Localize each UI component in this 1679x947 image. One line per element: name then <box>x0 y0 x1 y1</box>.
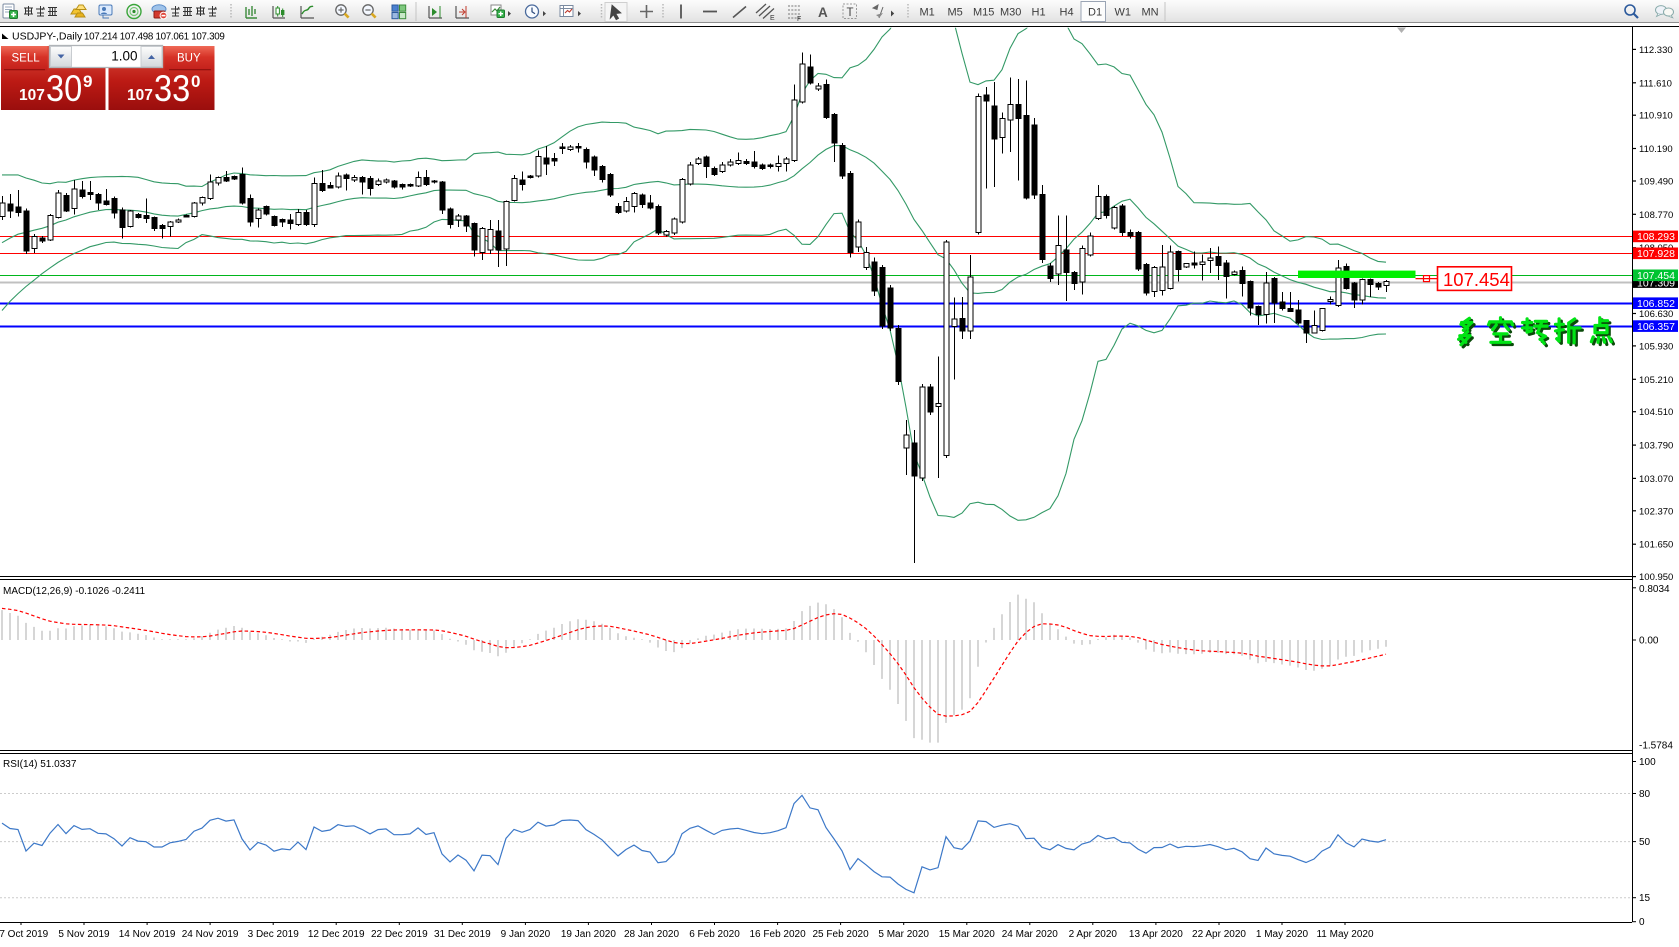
svg-text:107.454: 107.454 <box>1443 269 1510 290</box>
svg-text:108.770: 108.770 <box>1639 210 1673 221</box>
svg-text:22 Dec 2019: 22 Dec 2019 <box>371 929 428 940</box>
svg-text:19 Jan 2020: 19 Jan 2020 <box>561 929 616 940</box>
svg-text:101.650: 101.650 <box>1639 540 1673 551</box>
svg-text:9: 9 <box>83 72 92 91</box>
svg-text:MACD(12,26,9) -0.1026 -0.2411: MACD(12,26,9) -0.1026 -0.2411 <box>3 586 146 597</box>
svg-text:5 Mar 2020: 5 Mar 2020 <box>878 929 929 940</box>
svg-text:0.8034: 0.8034 <box>1639 584 1670 595</box>
svg-text:107: 107 <box>19 87 45 104</box>
svg-text:103.070: 103.070 <box>1639 474 1673 485</box>
svg-text:106.630: 106.630 <box>1639 309 1673 320</box>
svg-text:W1: W1 <box>1115 7 1132 19</box>
svg-text:SELL: SELL <box>12 53 41 65</box>
svg-text:100.950: 100.950 <box>1639 572 1673 583</box>
svg-text:107: 107 <box>127 87 153 104</box>
svg-text:0: 0 <box>1639 917 1645 928</box>
svg-text:T: T <box>847 7 854 19</box>
svg-text:5 Nov 2019: 5 Nov 2019 <box>58 929 110 940</box>
svg-text:2 Apr 2020: 2 Apr 2020 <box>1069 929 1118 940</box>
svg-text:9 Jan 2020: 9 Jan 2020 <box>501 929 551 940</box>
svg-text:50: 50 <box>1639 837 1651 848</box>
svg-text:102.370: 102.370 <box>1639 506 1673 517</box>
svg-text:107.928: 107.928 <box>1637 248 1675 260</box>
svg-text:80: 80 <box>1639 789 1651 800</box>
svg-text:A: A <box>818 5 828 20</box>
svg-text:22 Apr 2020: 22 Apr 2020 <box>1192 929 1246 940</box>
svg-text:H1: H1 <box>1032 7 1046 19</box>
svg-text:15: 15 <box>1639 893 1651 904</box>
svg-text:15 Mar 2020: 15 Mar 2020 <box>939 929 996 940</box>
svg-text:30: 30 <box>46 68 82 109</box>
svg-text:106.852: 106.852 <box>1637 298 1675 310</box>
svg-text:109.490: 109.490 <box>1639 177 1673 188</box>
svg-text:M5: M5 <box>948 7 963 19</box>
svg-text:0: 0 <box>191 72 200 91</box>
svg-text:106.357: 106.357 <box>1637 321 1675 333</box>
svg-text:0.00: 0.00 <box>1639 636 1659 647</box>
svg-text:USDJPY-,Daily: USDJPY-,Daily <box>12 31 83 43</box>
svg-text:12 Dec 2019: 12 Dec 2019 <box>308 929 365 940</box>
svg-text:11 May 2020: 11 May 2020 <box>1316 929 1374 940</box>
svg-text:24 Nov 2019: 24 Nov 2019 <box>182 929 239 940</box>
svg-text:105.930: 105.930 <box>1639 341 1673 352</box>
svg-text:1 May 2020: 1 May 2020 <box>1256 929 1309 940</box>
svg-text:27 Oct 2019: 27 Oct 2019 <box>0 929 49 940</box>
svg-text:103.790: 103.790 <box>1639 441 1673 452</box>
svg-text:105.210: 105.210 <box>1639 375 1673 386</box>
svg-text:M30: M30 <box>1000 7 1021 19</box>
svg-text:16 Feb 2020: 16 Feb 2020 <box>750 929 807 940</box>
svg-text:110.190: 110.190 <box>1639 144 1673 155</box>
svg-text:13 Apr 2020: 13 Apr 2020 <box>1129 929 1183 940</box>
svg-text:28 Jan 2020: 28 Jan 2020 <box>624 929 679 940</box>
svg-text:108.293: 108.293 <box>1637 231 1675 243</box>
svg-text:31 Dec 2019: 31 Dec 2019 <box>434 929 491 940</box>
svg-text:RSI(14) 51.0337: RSI(14) 51.0337 <box>3 759 77 770</box>
svg-text:D1: D1 <box>1088 7 1102 19</box>
svg-text:100: 100 <box>1639 757 1656 768</box>
svg-text:111.610: 111.610 <box>1639 78 1672 89</box>
svg-text:H4: H4 <box>1060 7 1074 19</box>
svg-text:110.910: 110.910 <box>1639 111 1673 122</box>
svg-text:1.00: 1.00 <box>111 49 137 64</box>
svg-text:25 Feb 2020: 25 Feb 2020 <box>813 929 870 940</box>
svg-text:F: F <box>797 16 801 23</box>
svg-text:3 Dec 2019: 3 Dec 2019 <box>248 929 300 940</box>
svg-text:MN: MN <box>1142 7 1159 19</box>
svg-text:6 Feb 2020: 6 Feb 2020 <box>689 929 740 940</box>
svg-text:-1.5784: -1.5784 <box>1639 740 1673 751</box>
svg-text:BUY: BUY <box>177 53 201 65</box>
svg-text:M15: M15 <box>973 7 994 19</box>
svg-text:33: 33 <box>154 68 190 109</box>
svg-text:107.214 107.498 107.061 107.30: 107.214 107.498 107.061 107.309 <box>84 32 225 43</box>
svg-text:M1: M1 <box>920 7 935 19</box>
svg-text:E: E <box>770 15 775 22</box>
svg-text:107.454: 107.454 <box>1637 270 1675 282</box>
svg-text:104.510: 104.510 <box>1639 407 1673 418</box>
svg-text:14 Nov 2019: 14 Nov 2019 <box>119 929 176 940</box>
svg-text:112.330: 112.330 <box>1639 45 1673 56</box>
svg-text:24 Mar 2020: 24 Mar 2020 <box>1002 929 1059 940</box>
